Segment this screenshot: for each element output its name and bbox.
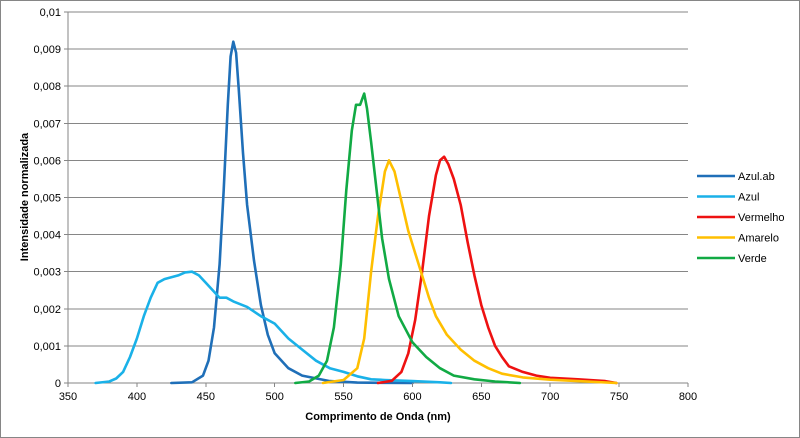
series-line-azul — [94, 270, 453, 385]
x-axis-ticks: 350 400 450 500 550 600 650 700 750 800 — [59, 383, 697, 403]
legend-label: Verde — [738, 253, 767, 265]
legend-label: Azul.ab — [738, 171, 775, 183]
legend-label: Azul — [738, 192, 759, 204]
plot-area — [94, 40, 618, 385]
x-tick-label: 450 — [197, 391, 215, 403]
legend-label: Vermelho — [738, 212, 784, 224]
y-tick-label: 0,005 — [33, 193, 61, 205]
x-tick-label: 400 — [128, 391, 146, 403]
x-tick-label: 750 — [610, 391, 628, 403]
x-tick-label: 650 — [472, 391, 490, 403]
y-tick-label: 0,008 — [33, 81, 61, 93]
y-tick-label: 0,009 — [33, 44, 61, 56]
y-tick-label: 0,007 — [33, 118, 61, 130]
series-line-vermelho — [376, 155, 618, 385]
series-line-verde — [294, 92, 522, 385]
x-tick-label: 550 — [334, 391, 352, 403]
y-tick-label: 0,004 — [33, 230, 61, 242]
y-axis-ticks: 0 0,001 0,002 0,003 0,004 0,005 0,006 0,007 0,00… — [33, 7, 68, 390]
series-line-amarelo — [321, 159, 618, 385]
legend: Azul.ab Azul Vermelho Amarelo Verde — [697, 171, 784, 265]
series-line-azul-ab — [170, 40, 414, 385]
x-tick-label: 600 — [403, 391, 421, 403]
x-axis-title: Comprimento de Onda (nm) — [305, 411, 451, 423]
y-tick-label: 0,01 — [40, 7, 61, 19]
y-tick-label: 0,003 — [33, 267, 61, 279]
x-tick-label: 700 — [541, 391, 559, 403]
x-tick-label: 350 — [59, 391, 77, 403]
x-tick-label: 800 — [679, 391, 697, 403]
y-axis-title: Intensidade normalizada — [19, 132, 31, 261]
y-tick-label: 0,001 — [33, 341, 61, 353]
x-tick-label: 500 — [265, 391, 283, 403]
y-tick-label: 0,002 — [33, 304, 61, 316]
y-tick-label: 0 — [55, 378, 61, 390]
legend-label: Amarelo — [738, 233, 779, 245]
y-tick-label: 0,006 — [33, 155, 61, 167]
